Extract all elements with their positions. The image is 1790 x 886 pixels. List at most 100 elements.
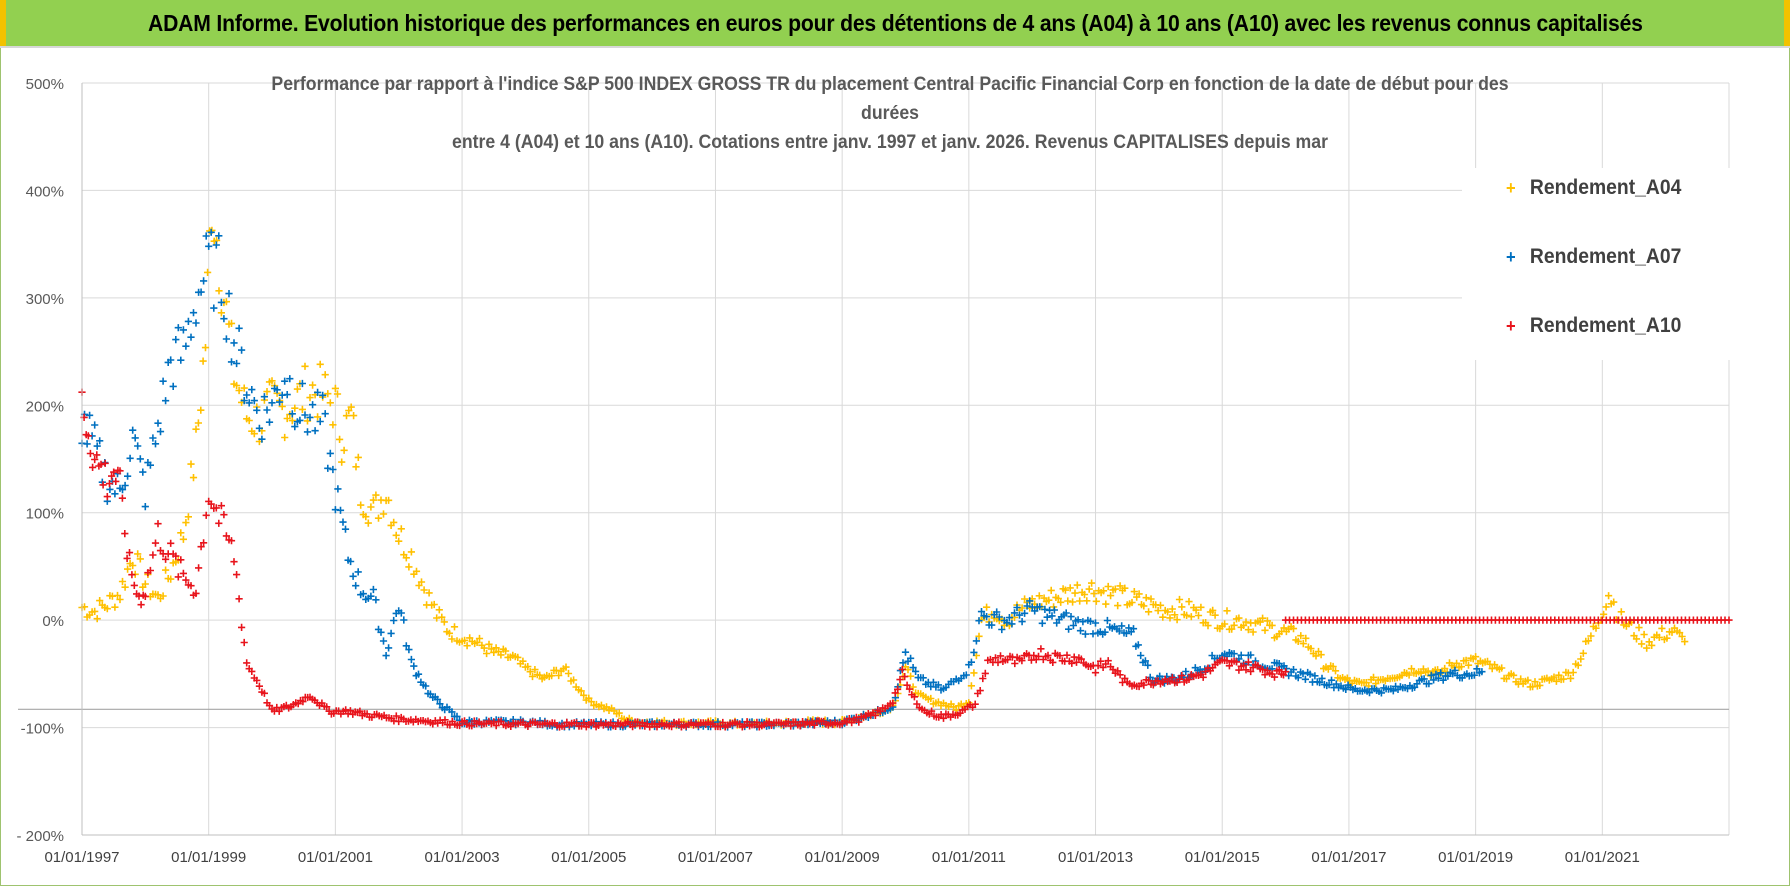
data-point (89, 463, 97, 471)
data-point (197, 288, 205, 296)
data-point (86, 411, 94, 419)
data-point (139, 468, 147, 476)
data-point (1102, 600, 1110, 608)
data-point (1062, 609, 1070, 617)
data-point (1197, 603, 1205, 611)
data-point (326, 399, 334, 407)
x-tick-label: 01/01/2017 (1311, 849, 1386, 866)
data-point (1130, 588, 1138, 596)
data-point (202, 232, 210, 240)
data-point (86, 449, 94, 458)
data-point (397, 525, 405, 533)
data-point (200, 539, 208, 547)
data-point (438, 613, 446, 621)
data-point (314, 388, 322, 396)
data-point (473, 638, 481, 646)
data-point (189, 474, 198, 482)
data-point (278, 402, 286, 411)
data-point (1114, 602, 1122, 610)
data-point (197, 543, 205, 551)
data-point (96, 597, 104, 605)
data-point (492, 722, 500, 730)
data-point (1389, 687, 1397, 695)
data-point (357, 501, 365, 509)
x-tick-label: 01/01/2015 (1185, 849, 1260, 866)
data-point (288, 410, 296, 418)
data-point (1648, 641, 1656, 649)
data-point (1175, 595, 1184, 604)
data-point (580, 719, 588, 727)
data-point (1034, 652, 1043, 660)
data-point (118, 577, 127, 586)
x-tick-label: 01/01/2021 (1565, 849, 1640, 866)
data-point (1114, 667, 1122, 675)
data-point (359, 590, 367, 598)
data-point (1221, 620, 1229, 628)
data-point (177, 556, 185, 564)
data-point (1451, 666, 1459, 674)
data-point (1074, 616, 1082, 624)
data-point (306, 394, 314, 402)
data-point (1559, 675, 1568, 683)
data-point (1107, 592, 1115, 600)
data-point (1434, 674, 1442, 682)
data-point (497, 651, 505, 659)
legend-marker-a07: + (1506, 246, 1516, 267)
data-point (1063, 651, 1071, 659)
banner-corner-left (0, 0, 6, 46)
data-point (110, 468, 118, 476)
data-point (615, 709, 623, 717)
y-tick-label: 400% (26, 183, 64, 200)
data-point (1064, 597, 1072, 605)
data-point (347, 403, 355, 411)
data-point (1470, 671, 1478, 679)
legend-label-a10: Rendement_A10 (1529, 314, 1682, 337)
data-point (222, 532, 230, 540)
data-point (372, 596, 380, 604)
data-point (1056, 652, 1064, 660)
data-point (195, 564, 203, 572)
data-point (179, 569, 187, 577)
data-point (433, 695, 442, 703)
data-point (753, 718, 761, 726)
data-point (975, 632, 983, 640)
data-point (1658, 624, 1666, 632)
data-point (212, 241, 220, 249)
data-point (1301, 675, 1309, 683)
data-point (187, 460, 195, 468)
data-point (1121, 584, 1129, 592)
x-tick-label: 01/01/2001 (298, 849, 373, 866)
data-point (1289, 666, 1298, 674)
data-point (112, 477, 120, 485)
data-point (912, 667, 920, 675)
data-point (417, 578, 426, 586)
data-point (1550, 673, 1558, 681)
y-tick-label: - 200% (16, 828, 64, 845)
data-point (136, 455, 144, 463)
data-point (333, 390, 342, 398)
data-point (972, 637, 980, 645)
data-point (988, 621, 996, 629)
data-point (215, 519, 223, 527)
data-point (564, 669, 573, 678)
data-point (1005, 614, 1013, 622)
data-point (1168, 673, 1176, 682)
data-layer (78, 226, 1733, 731)
data-point (1018, 657, 1026, 665)
data-point (136, 555, 144, 563)
data-point (1122, 629, 1130, 637)
data-point (182, 519, 190, 527)
legend-marker-a04: + (1506, 177, 1516, 198)
data-point (1045, 596, 1053, 604)
data-point (1073, 581, 1081, 589)
data-point (212, 504, 220, 512)
data-point (1587, 632, 1595, 640)
data-point (412, 567, 421, 575)
data-point (1175, 675, 1184, 683)
data-point (1145, 608, 1153, 616)
data-point (675, 718, 683, 726)
data-point (130, 581, 138, 589)
data-point (286, 375, 294, 383)
data-point (309, 381, 317, 389)
data-point (1031, 607, 1039, 615)
